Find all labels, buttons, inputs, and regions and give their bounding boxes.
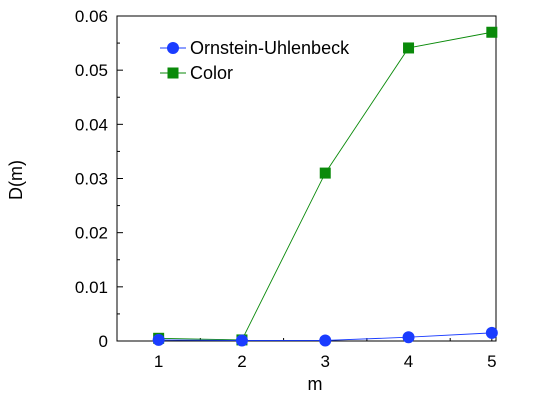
data-point	[235, 334, 248, 347]
data-point	[402, 331, 415, 344]
x-tick-label: 2	[237, 352, 246, 371]
data-point	[319, 167, 331, 179]
data-point	[152, 333, 165, 346]
y-tick-label: 0.05	[75, 61, 108, 80]
plot-border	[116, 15, 497, 342]
legend-square-marker	[167, 67, 179, 79]
x-tick-label: 4	[404, 352, 413, 371]
data-point	[319, 334, 332, 347]
y-axis: 0 0.01 0.02 0.03 0.04 0.05 0.06	[75, 7, 123, 351]
series-layer	[152, 26, 498, 347]
y-tick-label: 0.06	[75, 7, 108, 26]
y-tick-label: 0.03	[75, 170, 108, 189]
legend-label: Color	[190, 63, 233, 83]
y-tick-label: 0	[99, 332, 108, 351]
data-point	[486, 26, 498, 38]
x-tick-label: 3	[321, 352, 330, 371]
legend-circle-marker	[167, 42, 179, 54]
legend-label: Ornstein-Uhlenbeck	[190, 38, 350, 58]
data-point	[485, 326, 498, 339]
x-axis-label: m	[308, 374, 323, 394]
plot-frame	[116, 15, 497, 342]
x-tick-label: 1	[154, 352, 163, 371]
data-point	[403, 42, 415, 54]
y-tick-label: 0.02	[75, 224, 108, 243]
x-tick-label: 5	[487, 352, 496, 371]
y-axis-label: D(m)	[6, 160, 26, 200]
y-tick-label: 0.01	[75, 278, 108, 297]
y-tick-label: 0.04	[75, 115, 108, 134]
legend: Ornstein-Uhlenbeck Color	[160, 38, 350, 83]
